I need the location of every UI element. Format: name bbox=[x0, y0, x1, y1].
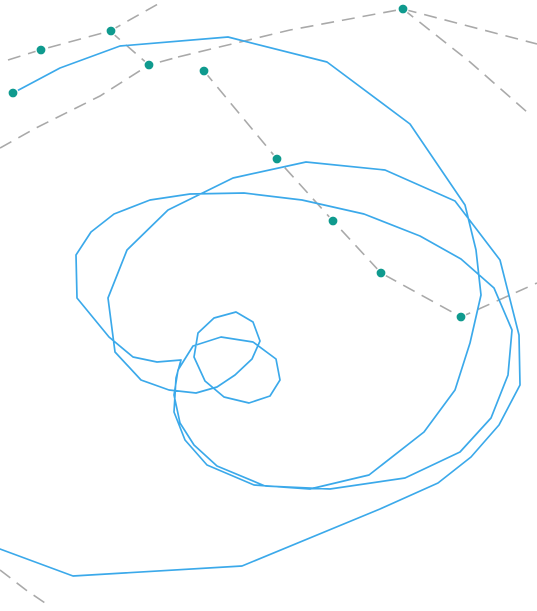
dashed-line bbox=[7, 3, 159, 61]
waypoint-marker[interactable] bbox=[105, 25, 117, 37]
dashed-lines-layer bbox=[0, 3, 537, 606]
waypoint-marker[interactable] bbox=[327, 215, 339, 227]
waypoint-marker[interactable] bbox=[35, 44, 47, 56]
waypoints-layer bbox=[7, 3, 467, 323]
waypoint-marker[interactable] bbox=[397, 3, 409, 15]
waypoint-marker[interactable] bbox=[7, 87, 19, 99]
waypoint-marker[interactable] bbox=[455, 311, 467, 323]
dashed-line bbox=[109, 30, 179, 66]
dashed-line bbox=[0, 64, 150, 149]
waypoint-marker[interactable] bbox=[271, 153, 283, 165]
gps-track-line[interactable] bbox=[0, 36, 521, 577]
dashed-line bbox=[402, 8, 528, 113]
dashed-line bbox=[0, 569, 49, 606]
waypoint-marker[interactable] bbox=[198, 65, 210, 77]
track-layer bbox=[0, 36, 521, 577]
dashed-line bbox=[177, 8, 537, 58]
waypoint-marker[interactable] bbox=[375, 267, 387, 279]
waypoint-marker[interactable] bbox=[143, 59, 155, 71]
